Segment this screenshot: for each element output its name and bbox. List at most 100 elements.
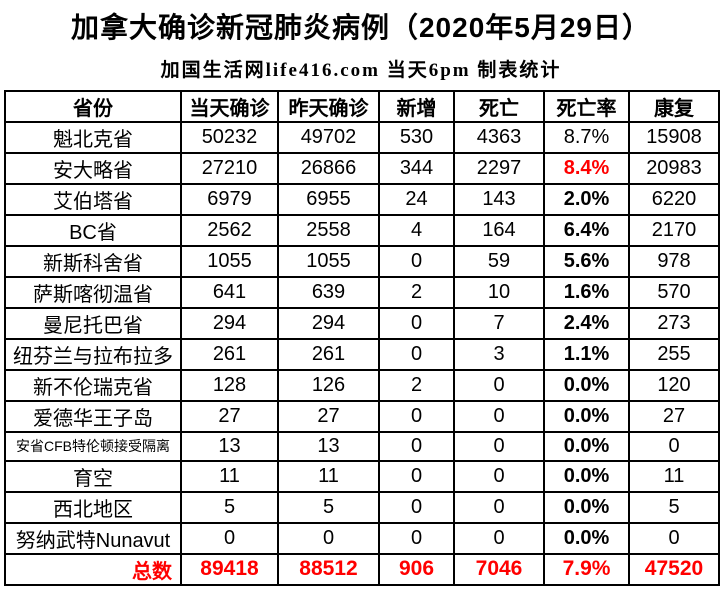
cell-recovered: 0: [628, 521, 720, 555]
page-subtitle: 加国生活网life416.com 当天6pm 制表统计: [160, 60, 562, 81]
cell-recovered: 255: [628, 338, 720, 371]
total-yesterday: 88512: [277, 552, 380, 586]
cell-deaths: 0: [453, 369, 545, 402]
cell-death-rate: 2.4%: [543, 307, 630, 340]
cell-province: 爱德华王子岛: [4, 400, 182, 433]
cell-new: 0: [378, 431, 455, 462]
cell-deaths: 0: [453, 431, 545, 462]
table-row-ontario: 安大略省 27210 26866 344 2297 8.4% 20983: [4, 152, 720, 185]
table-row-bc: BC省 2562 2558 4 164 6.4% 2170: [4, 214, 720, 247]
cell-province: 安大略省: [4, 152, 182, 185]
cell-death-rate: 0.0%: [543, 431, 630, 462]
cell-yesterday: 13: [277, 431, 380, 462]
cell-yesterday: 639: [277, 276, 380, 309]
cell-new: 2: [378, 369, 455, 402]
cell-death-rate: 6.4%: [543, 214, 630, 247]
cell-recovered: 273: [628, 307, 720, 340]
cell-yesterday: 6955: [277, 183, 380, 216]
page-title: 加拿大确诊新冠肺炎病例（2020年5月29日）: [70, 12, 651, 43]
cell-today: 294: [180, 307, 279, 340]
cell-new: 530: [378, 121, 455, 154]
cell-recovered: 2170: [628, 214, 720, 247]
cell-today: 6979: [180, 183, 279, 216]
cell-deaths: 0: [453, 400, 545, 433]
cell-death-rate: 0.0%: [543, 490, 630, 524]
table-row-pei: 爱德华王子岛 27 27 0 0 0.0% 27: [4, 400, 720, 433]
cell-today: 1055: [180, 245, 279, 278]
cell-recovered: 20983: [628, 152, 720, 185]
cell-recovered: 11: [628, 459, 720, 493]
cell-yesterday: 2558: [277, 214, 380, 247]
cell-province: 新不伦瑞克省: [4, 369, 182, 402]
table-row-quebec: 魁北克省 50232 49702 530 4363 8.7% 15908: [4, 121, 720, 154]
cell-deaths: 164: [453, 214, 545, 247]
table-row-newfoundland: 纽芬兰与拉布拉多 261 261 0 3 1.1% 255: [4, 338, 720, 371]
table-row-nunavut: 努纳武特Nunavut 0 0 0 0 0.0% 0: [4, 521, 720, 555]
cell-today: 50232: [180, 121, 279, 154]
cell-deaths: 0: [453, 521, 545, 555]
cell-death-rate: 0.0%: [543, 369, 630, 402]
cell-new: 0: [378, 521, 455, 555]
cell-new: 0: [378, 459, 455, 493]
cell-province: 育空: [4, 459, 182, 493]
cell-today: 2562: [180, 214, 279, 247]
cell-today: 641: [180, 276, 279, 309]
cell-new: 344: [378, 152, 455, 185]
cell-deaths: 3: [453, 338, 545, 371]
cell-province: BC省: [4, 214, 182, 247]
cell-deaths: 59: [453, 245, 545, 278]
cell-yesterday: 11: [277, 459, 380, 493]
cell-recovered: 6220: [628, 183, 720, 216]
total-label: 总数: [4, 552, 182, 586]
cell-yesterday: 261: [277, 338, 380, 371]
cell-death-rate: 8.7%: [543, 121, 630, 154]
header-recovered: 康复: [628, 90, 720, 123]
cell-yesterday: 27: [277, 400, 380, 433]
total-recovered: 47520: [628, 552, 720, 586]
table-row-nova-scotia: 新斯科舍省 1055 1055 0 59 5.6% 978: [4, 245, 720, 278]
cell-today: 11: [180, 459, 279, 493]
cell-deaths: 2297: [453, 152, 545, 185]
cell-province: 魁北克省: [4, 121, 182, 154]
table-row-cfb-trenton: 安省CFB特伦顿接受隔离 13 13 0 0 0.0% 0: [4, 431, 720, 462]
cell-death-rate: 2.0%: [543, 183, 630, 216]
cell-deaths: 0: [453, 490, 545, 524]
header-today-confirmed: 当天确诊: [180, 90, 279, 123]
cell-new: 0: [378, 490, 455, 524]
cell-recovered: 0: [628, 431, 720, 462]
cell-recovered: 978: [628, 245, 720, 278]
cell-today: 261: [180, 338, 279, 371]
table-row-manitoba: 曼尼托巴省 294 294 0 7 2.4% 273: [4, 307, 720, 340]
cell-province: 艾伯塔省: [4, 183, 182, 216]
total-deaths: 7046: [453, 552, 545, 586]
table-row-new-brunswick: 新不伦瑞克省 128 126 2 0 0.0% 120: [4, 369, 720, 402]
cell-death-rate: 0.0%: [543, 521, 630, 555]
cell-deaths: 10: [453, 276, 545, 309]
header-death-rate: 死亡率: [543, 90, 630, 123]
cell-today: 27210: [180, 152, 279, 185]
total-today: 89418: [180, 552, 279, 586]
cell-death-rate: 1.1%: [543, 338, 630, 371]
cell-deaths: 7: [453, 307, 545, 340]
total-death-rate: 7.9%: [543, 552, 630, 586]
cell-today: 0: [180, 521, 279, 555]
cell-deaths: 4363: [453, 121, 545, 154]
cell-new: 0: [378, 338, 455, 371]
cell-death-rate: 5.6%: [543, 245, 630, 278]
cell-province: 曼尼托巴省: [4, 307, 182, 340]
total-new: 906: [378, 552, 455, 586]
cell-deaths: 0: [453, 459, 545, 493]
cell-death-rate: 1.6%: [543, 276, 630, 309]
cell-province: 萨斯喀彻温省: [4, 276, 182, 309]
cell-province: 西北地区: [4, 490, 182, 524]
cell-recovered: 5: [628, 490, 720, 524]
table-row-alberta: 艾伯塔省 6979 6955 24 143 2.0% 6220: [4, 183, 720, 216]
cell-recovered: 27: [628, 400, 720, 433]
cell-today: 5: [180, 490, 279, 524]
cell-recovered: 570: [628, 276, 720, 309]
cell-today: 27: [180, 400, 279, 433]
cell-death-rate: 0.0%: [543, 459, 630, 493]
table-header-row: 省份 当天确诊 昨天确诊 新增 死亡 死亡率 康复: [4, 90, 720, 123]
cell-death-rate: 8.4%: [543, 152, 630, 185]
cell-new: 0: [378, 307, 455, 340]
